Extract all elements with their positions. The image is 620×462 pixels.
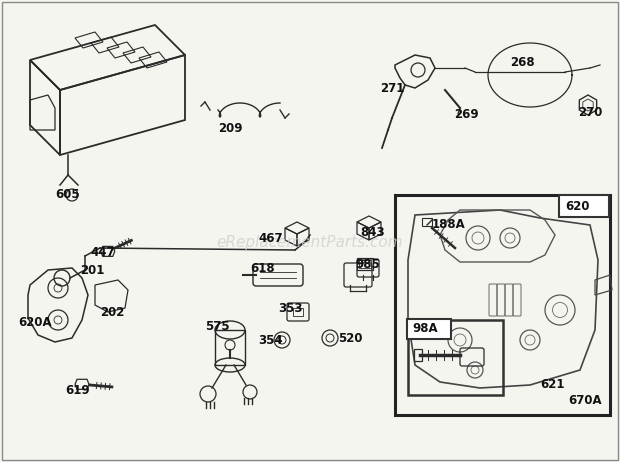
Text: 619: 619 [65,383,90,396]
Bar [395,195,610,415]
Text: 209: 209 [218,122,242,134]
Text: 670A: 670A [568,394,601,407]
Text: 271: 271 [380,81,404,95]
Text: eReplacementParts.com: eReplacementParts.com [216,235,404,250]
FancyBboxPatch shape [407,319,451,339]
Bar [215,330,245,365]
Text: 269: 269 [454,109,479,122]
Text: 621: 621 [540,378,564,391]
Text: 353: 353 [278,302,303,315]
Text: 520: 520 [338,332,363,345]
Text: 620: 620 [565,200,590,213]
Text: 843: 843 [360,225,384,238]
Text: 188A: 188A [432,219,466,231]
Text: 620A: 620A [18,316,51,328]
Bar [414,349,422,361]
Text: 270: 270 [578,105,603,118]
Text: 268: 268 [510,55,534,68]
Text: 201: 201 [80,263,104,276]
Bar [408,320,503,395]
Text: 618: 618 [250,261,275,274]
Text: 467: 467 [258,231,283,244]
Text: 575: 575 [205,320,229,333]
FancyBboxPatch shape [559,195,609,217]
Text: 985: 985 [355,259,379,272]
Text: 354: 354 [258,334,283,346]
Text: 605: 605 [55,188,79,201]
Text: 202: 202 [100,305,125,318]
Text: 98A: 98A [412,322,438,335]
Text: 447: 447 [90,245,115,259]
